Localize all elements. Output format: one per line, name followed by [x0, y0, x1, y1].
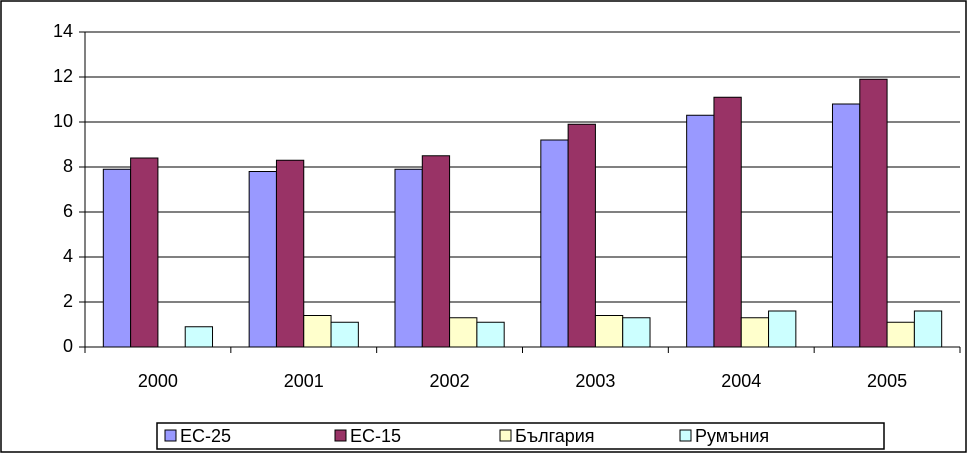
bar — [102, 168, 132, 348]
x-tick-label: 2005 — [867, 371, 907, 391]
bar — [449, 317, 478, 348]
y-tick-label: 8 — [63, 156, 73, 176]
legend-label: ЕС-25 — [180, 426, 231, 446]
legend-swatch — [499, 429, 512, 442]
bar — [713, 96, 742, 348]
bar — [130, 157, 159, 348]
bar — [740, 317, 770, 348]
bar — [540, 139, 569, 348]
x-tick-label: 2002 — [430, 371, 470, 391]
bar — [622, 317, 651, 348]
bar — [686, 114, 715, 348]
y-tick-label: 12 — [53, 66, 73, 86]
y-tick-label: 6 — [63, 201, 73, 221]
y-tick-label: 10 — [53, 111, 73, 131]
bar — [275, 159, 305, 348]
x-tick-label: 2000 — [138, 371, 178, 391]
bar — [768, 310, 797, 348]
x-tick-label: 2004 — [721, 371, 761, 391]
bar — [913, 310, 943, 348]
bar — [567, 123, 596, 348]
y-tick-label: 2 — [63, 291, 73, 311]
y-tick-label: 14 — [53, 21, 73, 41]
bar — [831, 103, 861, 348]
bar — [248, 171, 277, 348]
bar — [303, 315, 332, 348]
bar — [594, 315, 624, 348]
y-tick-label: 4 — [63, 246, 73, 266]
bar — [859, 78, 888, 348]
legend-swatch — [164, 429, 177, 442]
legend-swatch — [334, 429, 347, 442]
legend-box — [156, 422, 885, 450]
legend-label: България — [515, 426, 595, 446]
bar — [330, 321, 359, 348]
x-tick-label: 2003 — [575, 371, 615, 391]
legend-label: Румъния — [695, 426, 769, 446]
bar — [476, 321, 505, 348]
bar — [421, 155, 451, 348]
x-tick-label: 2001 — [284, 371, 324, 391]
legend-label: ЕС-15 — [350, 426, 401, 446]
bar — [886, 321, 915, 348]
y-tick-label: 0 — [63, 336, 73, 356]
legend-swatch — [679, 429, 692, 442]
bar — [394, 168, 423, 348]
bar — [184, 326, 214, 348]
